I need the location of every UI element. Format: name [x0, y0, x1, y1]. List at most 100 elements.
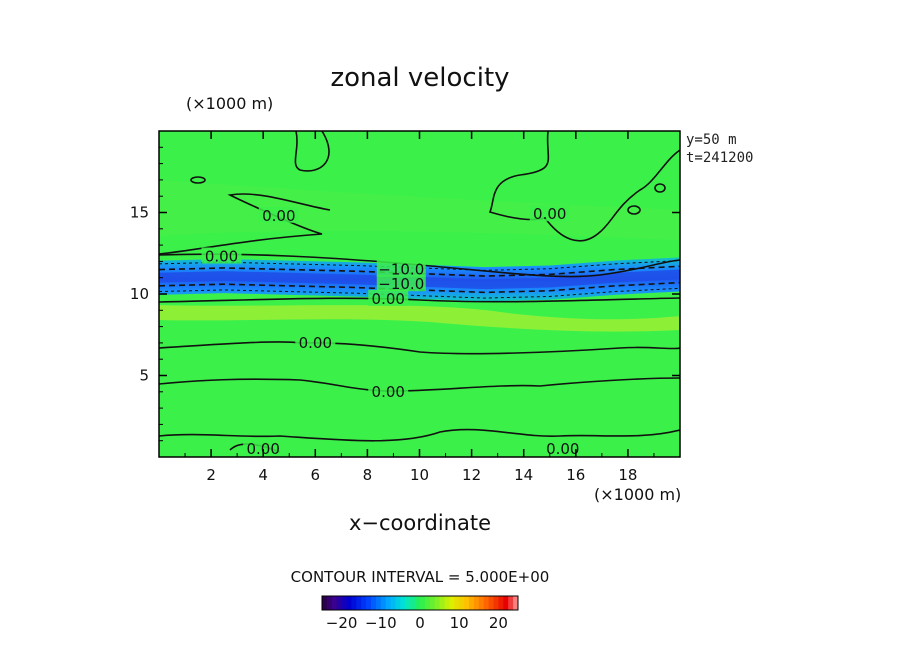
x-axis: 2 4 6 8 10 12 14 16 18 [184, 131, 655, 484]
colorbar-ticks: −20 −10 0 10 20 [326, 614, 508, 632]
x-tick-label: 6 [311, 466, 321, 484]
contour-label: 0.00 [533, 205, 566, 223]
y-tick-label: 10 [130, 285, 149, 303]
colorbar-swatch [503, 596, 509, 610]
colorbar-swatch [498, 596, 504, 610]
annotation-y-level: y=50 m [686, 132, 737, 148]
x-tick-label: 16 [566, 466, 585, 484]
contour-label: −10.0 [378, 275, 424, 293]
x-tick-label: 2 [206, 466, 216, 484]
y-tick-label: 15 [130, 204, 149, 222]
contour-lines [159, 131, 680, 453]
colorbar-swatch [410, 596, 416, 610]
jet-contour-line-3 [159, 287, 680, 299]
colorbar-swatch [380, 596, 387, 610]
x-unit-label: (×1000 m) [594, 485, 681, 504]
contour-zero-bottom [159, 428, 680, 442]
colorbar-swatch [400, 596, 406, 610]
colorbar-swatch [351, 596, 357, 610]
contour-label-bg [368, 289, 409, 306]
contour-label-bg [243, 439, 284, 456]
contour-zero-north-of-jet [159, 253, 680, 278]
x-tick-label: 12 [462, 466, 481, 484]
colorbar-swatch [420, 596, 426, 610]
colorbar-swatch [326, 596, 333, 610]
contour-label-bg [376, 260, 426, 277]
contour-label: 0.00 [205, 248, 238, 266]
annotation-time: t=241200 [686, 150, 753, 166]
contour-label-bg [295, 333, 336, 350]
colorbar-swatch [356, 596, 362, 610]
colorbar-swatch [366, 596, 372, 610]
contour-zero-middle [159, 341, 680, 355]
plot-area [159, 131, 680, 457]
colorbar-tick-label: −10 [365, 614, 397, 632]
colorbar-swatch [385, 596, 391, 610]
colorbar-swatch [439, 596, 445, 610]
colorbar-swatch [371, 596, 377, 610]
x-axis-label: x−coordinate [349, 511, 491, 535]
contour-label: 0.00 [372, 383, 405, 401]
y-axis: 5 10 15 [130, 146, 680, 442]
contour-zero-top-left [294, 131, 330, 172]
colorbar-tick-label: −20 [326, 614, 358, 632]
contour-zero-islet-right [654, 183, 666, 193]
x-tick-label: 18 [618, 466, 637, 484]
contour-label-bg [376, 275, 426, 292]
contour-label: 0.00 [299, 334, 332, 352]
x-tick-label: 4 [258, 466, 268, 484]
colorbar-swatch [346, 596, 352, 610]
x-tick-label: 10 [410, 466, 429, 484]
colorbar-tick-label: 0 [415, 614, 425, 632]
contour-label-bg [201, 247, 242, 264]
colorbar-swatch [469, 596, 475, 610]
colorbar-swatch [464, 596, 470, 610]
colorbar-swatch [493, 596, 499, 610]
colorbar-swatch [322, 596, 328, 610]
x-tick-label: 14 [514, 466, 533, 484]
colorbar-swatch [478, 596, 485, 610]
y-unit-label: (×1000 m) [186, 94, 273, 113]
colorbar-swatch [444, 596, 450, 610]
colorbar-swatch [459, 596, 465, 610]
colorbar-swatch [375, 596, 382, 610]
colorbar-swatch [434, 596, 440, 610]
contour-label: 0.00 [546, 440, 579, 458]
colorbar-frame [321, 595, 519, 611]
colorbar-tick-label: 10 [450, 614, 469, 632]
colorbar-swatch [361, 596, 367, 610]
weak-positive-band [159, 305, 680, 332]
contour-label-bg [258, 206, 299, 223]
contour-label-bg [542, 439, 583, 456]
colorbar-swatch [473, 596, 480, 610]
contour-label: 0.00 [372, 290, 405, 308]
colorbar-swatch [488, 596, 494, 610]
colorbar-tick-label: 20 [489, 614, 508, 632]
colorbar-swatch [449, 596, 455, 610]
colorbar-swatch [483, 596, 489, 610]
colorbar-swatch [508, 596, 514, 610]
y-tick-label: 5 [139, 367, 149, 385]
contour-zero-islet-left [190, 176, 206, 184]
colorbar-swatch [336, 596, 342, 610]
contour-label-bg [368, 382, 409, 399]
colorbar-swatch [429, 596, 436, 610]
contour-zero-south-of-jet [159, 297, 680, 303]
contour-label-bg [529, 205, 570, 222]
contour-interval-note: CONTOUR INTERVAL = 5.000E+00 [291, 568, 550, 586]
contour-labels: 0.000.000.00−10.0−10.00.000.000.000.00 0.… [201, 205, 583, 458]
chart-title: zonal velocity [330, 63, 509, 93]
colorbar-swatch [341, 596, 347, 610]
x-tick-label: 8 [363, 466, 373, 484]
contour-label: −10.0 [378, 261, 424, 279]
colorbar-swatch [405, 596, 411, 610]
contour-label: 0.00 [262, 207, 295, 225]
colorbar-swatch [513, 596, 519, 610]
contour-label: 0.00 [246, 440, 279, 458]
colorbar-swatch [331, 596, 338, 610]
colorbar-swatch [395, 596, 401, 610]
colorbar-swatch [424, 596, 431, 610]
colorbar-swatch [390, 596, 396, 610]
colorbar-swatch [415, 596, 421, 610]
